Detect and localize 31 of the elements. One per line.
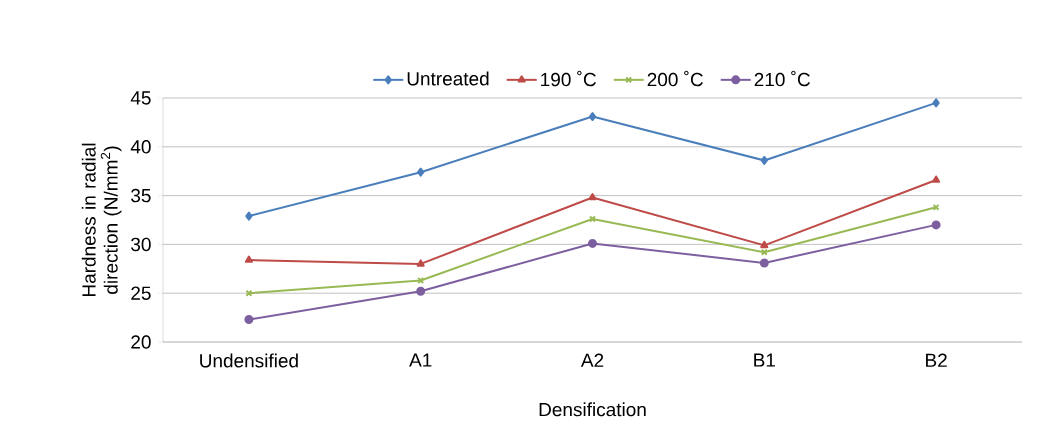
x-tick-label: Undensified bbox=[200, 353, 298, 368]
x-tick-label: A2 bbox=[580, 353, 604, 367]
point bbox=[245, 211, 253, 221]
y-tick-label: 20 bbox=[131, 335, 151, 349]
point bbox=[760, 240, 769, 249]
point bbox=[588, 238, 597, 248]
point bbox=[932, 98, 940, 108]
point bbox=[244, 315, 254, 325]
y-tick-label: 40 bbox=[130, 140, 151, 154]
x-axis-title: Densification bbox=[539, 402, 646, 417]
legend-label: 210 ˚C bbox=[754, 70, 810, 87]
point bbox=[588, 112, 597, 122]
x-tick-label: B1 bbox=[754, 353, 775, 367]
legend-label: 200 ˚C bbox=[647, 70, 703, 87]
point bbox=[932, 175, 941, 183]
point bbox=[417, 167, 425, 177]
point bbox=[416, 286, 426, 296]
point bbox=[931, 220, 941, 230]
y-tick-label: 45 bbox=[130, 91, 151, 105]
y-tick-label: 25 bbox=[131, 286, 151, 300]
y-tick-label: 30 bbox=[131, 237, 151, 252]
point bbox=[244, 255, 253, 263]
x-tick-label: B2 bbox=[926, 353, 947, 367]
point bbox=[759, 258, 769, 268]
legend-label: 190 ˚C bbox=[541, 70, 596, 87]
legend-label: Untreated bbox=[407, 71, 489, 86]
y-tick-label: 35 bbox=[131, 188, 151, 203]
point bbox=[760, 155, 768, 165]
x-tick-label: A1 bbox=[409, 353, 432, 367]
point bbox=[416, 259, 425, 267]
point bbox=[588, 193, 597, 201]
